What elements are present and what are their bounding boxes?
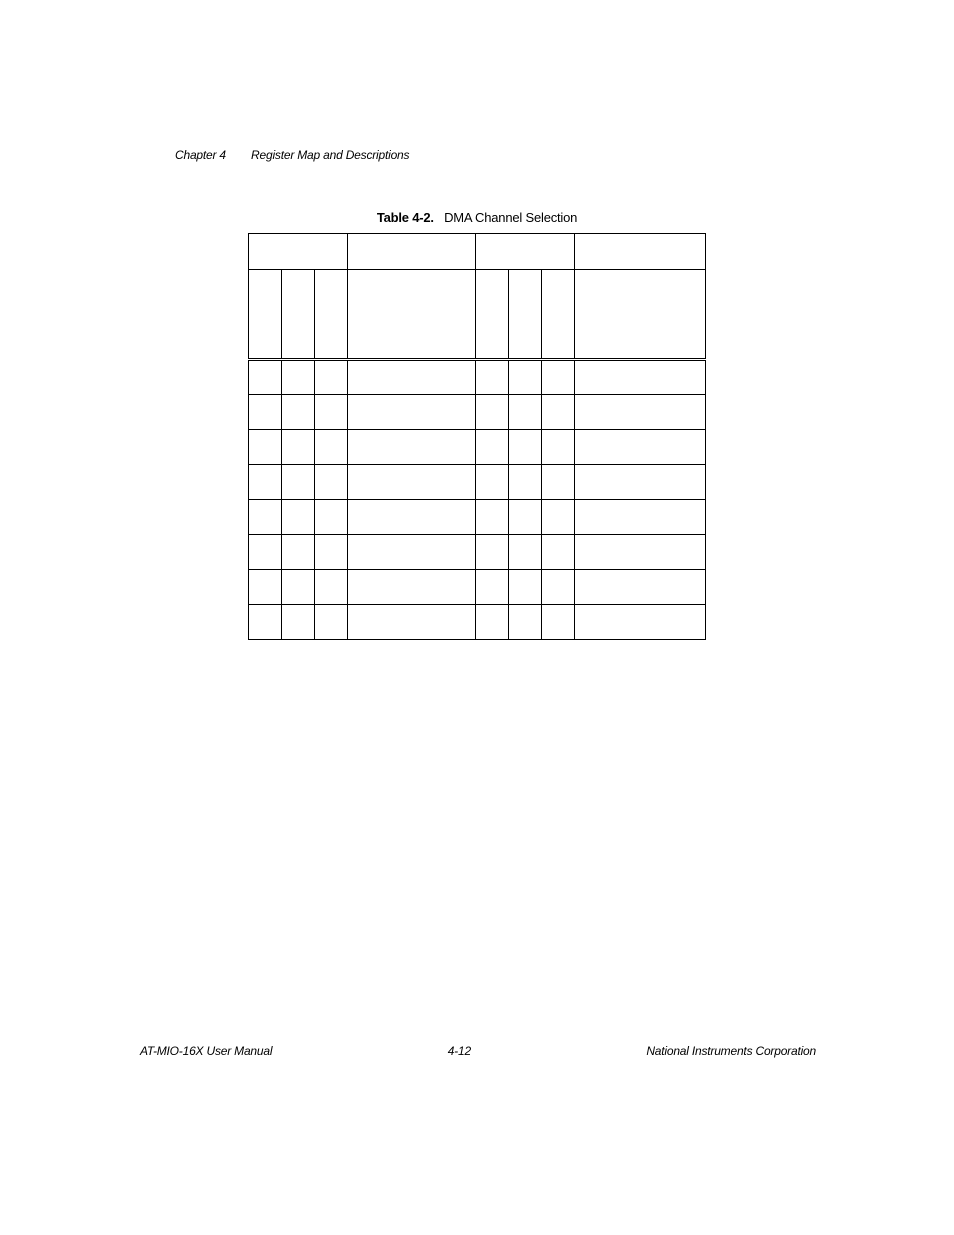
sel-cell <box>347 605 476 640</box>
sel-cell <box>347 360 476 395</box>
bit-cell <box>542 570 575 605</box>
bit-cell <box>509 360 542 395</box>
table-row <box>249 535 706 570</box>
bit-cell <box>314 535 347 570</box>
bit-cell <box>476 570 509 605</box>
bit-cell <box>314 570 347 605</box>
bit-cell <box>509 395 542 430</box>
bit-cell <box>314 605 347 640</box>
dma-table <box>248 233 706 640</box>
bit-cell <box>281 500 314 535</box>
table-row <box>249 395 706 430</box>
bit-cell <box>476 465 509 500</box>
bit-cell <box>476 360 509 395</box>
sel-cell <box>347 535 476 570</box>
group-header-cell <box>347 234 476 270</box>
bit-cell <box>281 605 314 640</box>
bit-cell <box>542 465 575 500</box>
sel-cell <box>575 395 706 430</box>
table-row <box>249 465 706 500</box>
sel-cell <box>575 535 706 570</box>
bit-cell <box>314 465 347 500</box>
footer-page-number: 4-12 <box>448 1044 471 1058</box>
footer-right: National Instruments Corporation <box>646 1044 816 1058</box>
bit-cell <box>476 430 509 465</box>
bit-cell <box>249 500 282 535</box>
bit-cell <box>314 360 347 395</box>
sel-cell <box>347 570 476 605</box>
running-header: Chapter 4 Register Map and Descriptions <box>175 148 779 162</box>
col-header-cell <box>314 270 347 360</box>
bit-cell <box>476 535 509 570</box>
bit-cell <box>249 360 282 395</box>
group-header-cell <box>249 234 348 270</box>
sel-cell <box>575 360 706 395</box>
chapter-number: Chapter 4 <box>175 148 226 162</box>
bit-cell <box>542 500 575 535</box>
sel-cell <box>575 430 706 465</box>
bit-cell <box>281 360 314 395</box>
bit-cell <box>281 465 314 500</box>
caption-label: Table 4-2. <box>377 210 434 225</box>
table-group-header-row <box>249 234 706 270</box>
bit-cell <box>249 605 282 640</box>
bit-cell <box>249 395 282 430</box>
bit-cell <box>249 465 282 500</box>
col-header-cell <box>281 270 314 360</box>
bit-cell <box>314 430 347 465</box>
bit-cell <box>281 395 314 430</box>
bit-cell <box>509 605 542 640</box>
table-caption: Table 4-2. DMA Channel Selection <box>175 210 779 225</box>
bit-cell <box>509 500 542 535</box>
footer-left: AT-MIO-16X User Manual <box>140 1044 272 1058</box>
table-row <box>249 570 706 605</box>
caption-text: DMA Channel Selection <box>444 210 577 225</box>
col-header-cell <box>509 270 542 360</box>
bit-cell <box>281 535 314 570</box>
sel-cell <box>347 500 476 535</box>
sel-cell <box>575 465 706 500</box>
bit-cell <box>542 535 575 570</box>
sel-cell <box>347 395 476 430</box>
group-header-cell <box>476 234 575 270</box>
bit-cell <box>249 535 282 570</box>
chapter-title: Register Map and Descriptions <box>251 148 409 162</box>
col-header-cell <box>347 270 476 360</box>
table-row <box>249 360 706 395</box>
bit-cell <box>542 395 575 430</box>
page-footer: AT-MIO-16X User Manual 4-12 National Ins… <box>140 1044 816 1058</box>
bit-cell <box>542 430 575 465</box>
bit-cell <box>476 605 509 640</box>
table-row <box>249 605 706 640</box>
sel-cell <box>575 570 706 605</box>
table-row <box>249 500 706 535</box>
bit-cell <box>249 570 282 605</box>
table-column-header-row <box>249 270 706 360</box>
table-body <box>249 360 706 640</box>
bit-cell <box>281 570 314 605</box>
bit-cell <box>509 465 542 500</box>
group-header-cell <box>575 234 706 270</box>
col-header-cell <box>575 270 706 360</box>
bit-cell <box>509 430 542 465</box>
col-header-cell <box>476 270 509 360</box>
sel-cell <box>347 465 476 500</box>
bit-cell <box>314 500 347 535</box>
bit-cell <box>509 570 542 605</box>
sel-cell <box>575 500 706 535</box>
bit-cell <box>542 360 575 395</box>
bit-cell <box>281 430 314 465</box>
table-row <box>249 430 706 465</box>
col-header-cell <box>542 270 575 360</box>
bit-cell <box>476 500 509 535</box>
bit-cell <box>509 535 542 570</box>
bit-cell <box>314 395 347 430</box>
col-header-cell <box>249 270 282 360</box>
bit-cell <box>476 395 509 430</box>
sel-cell <box>575 605 706 640</box>
sel-cell <box>347 430 476 465</box>
bit-cell <box>249 430 282 465</box>
bit-cell <box>542 605 575 640</box>
